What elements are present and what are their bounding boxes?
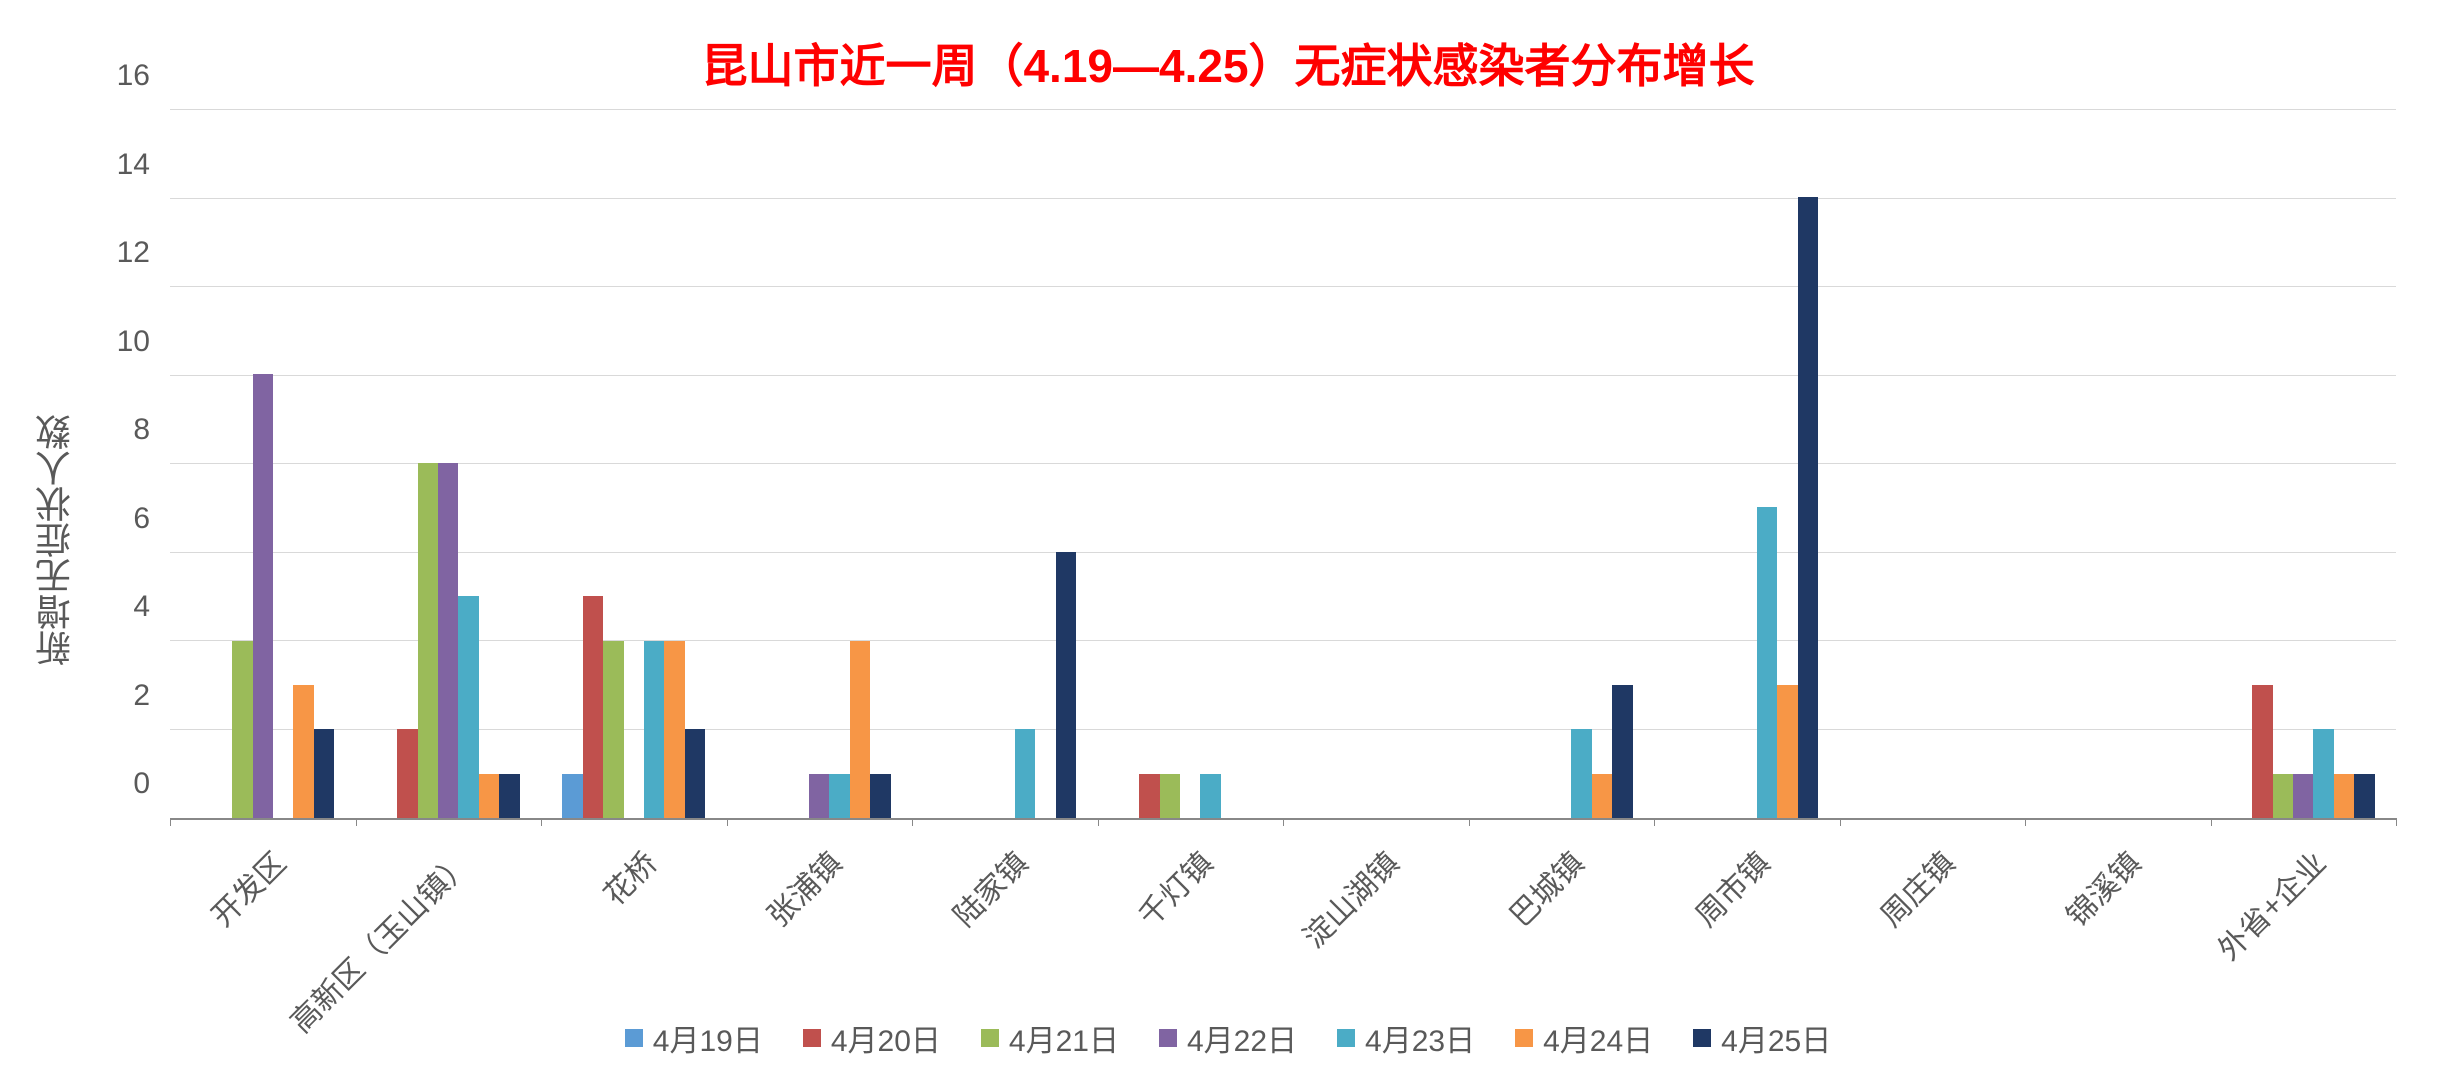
legend-swatch [803, 1029, 821, 1047]
legend-item: 4月20日 [803, 1016, 941, 1060]
bar [418, 463, 438, 818]
gridline [170, 375, 2396, 376]
bar [2313, 729, 2333, 818]
bar [1592, 774, 1612, 818]
bar [2273, 774, 2293, 818]
bar [850, 641, 870, 819]
bar [293, 685, 313, 818]
y-tick-label: 6 [90, 502, 150, 536]
bar [1056, 552, 1076, 818]
bar [1139, 774, 1159, 818]
gridline [170, 640, 2396, 641]
gridline [170, 198, 2396, 199]
legend-swatch [625, 1029, 643, 1047]
x-tick-label: 锦溪镇 [2054, 840, 2149, 935]
bar [1798, 197, 1818, 818]
bar [644, 641, 664, 819]
legend-item: 4月19日 [625, 1016, 763, 1060]
bar [1777, 685, 1797, 818]
legend-label: 4月25日 [1721, 1016, 1831, 1060]
bar [562, 774, 582, 818]
bar [499, 774, 519, 818]
bar [685, 729, 705, 818]
legend-label: 4月22日 [1187, 1016, 1297, 1060]
bar [583, 596, 603, 818]
legend-item: 4月24日 [1515, 1016, 1653, 1060]
bar [1015, 729, 1035, 818]
bar [438, 463, 458, 818]
x-tick-label: 千灯镇 [1127, 840, 1222, 935]
y-tick-label: 14 [90, 148, 150, 182]
bar [314, 729, 334, 818]
chart-title: 昆山市近一周（4.19—4.25）无症状感染者分布增长 [0, 30, 2456, 96]
x-tick-label: 陆家镇 [941, 840, 1036, 935]
y-tick-label: 4 [90, 590, 150, 624]
gridline [170, 286, 2396, 287]
bar [1612, 685, 1632, 818]
bar [1160, 774, 1180, 818]
x-tick-label: 开发区 [199, 840, 294, 935]
legend-item: 4月23日 [1337, 1016, 1475, 1060]
bar [479, 774, 499, 818]
bar [664, 641, 684, 819]
legend-label: 4月20日 [831, 1016, 941, 1060]
y-tick-label: 16 [90, 59, 150, 93]
x-tick-label: 外省+企业 [2206, 840, 2334, 968]
legend-label: 4月21日 [1009, 1016, 1119, 1060]
bar [1757, 507, 1777, 818]
legend-label: 4月19日 [653, 1016, 763, 1060]
legend-item: 4月21日 [981, 1016, 1119, 1060]
gridline [170, 552, 2396, 553]
x-tick-label: 周市镇 [1683, 840, 1778, 935]
bar [1571, 729, 1591, 818]
legend-item: 4月22日 [1159, 1016, 1297, 1060]
legend-label: 4月24日 [1543, 1016, 1653, 1060]
plot-area: 0246810121416 [170, 110, 2396, 820]
gridline [170, 729, 2396, 730]
bar [253, 374, 273, 818]
y-tick-label: 0 [90, 767, 150, 801]
x-tick-label: 高新区（玉山镇） [279, 840, 480, 1041]
x-tick-label: 巴城镇 [1498, 840, 1593, 935]
bar [2252, 685, 2272, 818]
legend-swatch [1693, 1029, 1711, 1047]
legend: 4月19日 4月20日 4月21日 4月22日 4月23日 4月24日 4月25日 [0, 1016, 2456, 1060]
bar [2334, 774, 2354, 818]
x-tick-label: 淀山湖镇 [1291, 840, 1407, 956]
legend-swatch [1337, 1029, 1355, 1047]
x-tick-label: 张浦镇 [756, 840, 851, 935]
bar [397, 729, 417, 818]
legend-swatch [1159, 1029, 1177, 1047]
bar [870, 774, 890, 818]
y-tick-label: 10 [90, 325, 150, 359]
bar [458, 596, 478, 818]
y-tick-label: 2 [90, 679, 150, 713]
legend-swatch [981, 1029, 999, 1047]
bar [603, 641, 623, 819]
bar [809, 774, 829, 818]
y-axis-label: 新增无症状人数 [30, 414, 82, 666]
y-tick-label: 12 [90, 236, 150, 270]
group-tick [2396, 818, 2397, 826]
bar [829, 774, 849, 818]
x-tick-label: 周庄镇 [1869, 840, 1964, 935]
bar [2354, 774, 2374, 818]
bar [2293, 774, 2313, 818]
chart-container: 昆山市近一周（4.19—4.25）无症状感染者分布增长 新增无症状人数 0246… [0, 0, 2456, 1080]
bar [1200, 774, 1220, 818]
x-tick-label: 花桥 [591, 840, 665, 914]
gridline [170, 463, 2396, 464]
bar [232, 641, 252, 819]
y-tick-label: 8 [90, 413, 150, 447]
gridline [170, 109, 2396, 110]
legend-item: 4月25日 [1693, 1016, 1831, 1060]
legend-swatch [1515, 1029, 1533, 1047]
legend-label: 4月23日 [1365, 1016, 1475, 1060]
